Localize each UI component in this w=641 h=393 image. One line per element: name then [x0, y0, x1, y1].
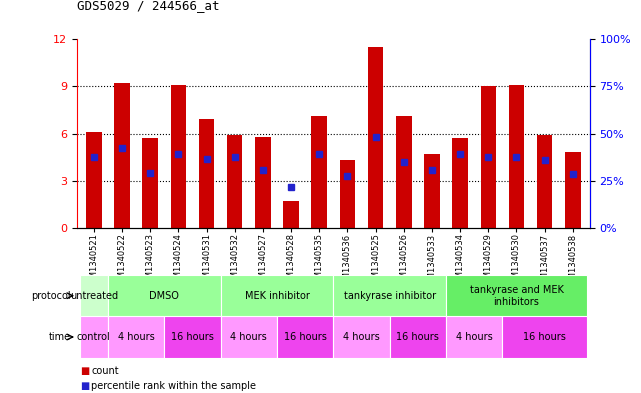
Bar	[199, 119, 214, 228]
Bar	[390, 316, 446, 358]
Bar	[333, 275, 446, 316]
Text: DMSO: DMSO	[149, 291, 179, 301]
Text: 16 hours: 16 hours	[396, 332, 439, 342]
Text: 4 hours: 4 hours	[456, 332, 492, 342]
Text: 16 hours: 16 hours	[171, 332, 214, 342]
Bar	[446, 316, 503, 358]
Bar	[221, 275, 333, 316]
Bar	[86, 132, 101, 228]
Bar	[221, 316, 277, 358]
Bar	[333, 316, 390, 358]
Bar	[227, 135, 242, 228]
Bar	[164, 316, 221, 358]
Text: tankyrase and MEK
inhibitors: tankyrase and MEK inhibitors	[469, 285, 563, 307]
Bar	[509, 85, 524, 228]
Text: protocol: protocol	[31, 291, 71, 301]
Text: ■: ■	[80, 381, 89, 391]
Bar	[565, 152, 581, 228]
Bar	[277, 316, 333, 358]
Bar	[453, 138, 468, 228]
Bar	[368, 47, 383, 228]
Bar	[79, 275, 108, 316]
Text: percentile rank within the sample: percentile rank within the sample	[91, 381, 256, 391]
Text: ■: ■	[80, 366, 89, 376]
Bar	[503, 316, 587, 358]
Text: 16 hours: 16 hours	[284, 332, 326, 342]
Bar	[114, 83, 129, 228]
Bar	[424, 154, 440, 228]
Text: GDS5029 / 244566_at: GDS5029 / 244566_at	[77, 0, 219, 12]
Bar	[481, 86, 496, 228]
Text: time: time	[48, 332, 71, 342]
Bar	[283, 201, 299, 228]
Text: count: count	[91, 366, 119, 376]
Bar	[396, 116, 412, 228]
Text: 4 hours: 4 hours	[343, 332, 380, 342]
Bar	[537, 135, 553, 228]
Text: tankyrase inhibitor: tankyrase inhibitor	[344, 291, 436, 301]
Text: 4 hours: 4 hours	[230, 332, 267, 342]
Text: untreated: untreated	[70, 291, 118, 301]
Bar	[79, 316, 108, 358]
Bar	[108, 275, 221, 316]
Bar	[171, 85, 186, 228]
Bar	[446, 275, 587, 316]
Text: MEK inhibitor: MEK inhibitor	[244, 291, 310, 301]
Bar	[142, 138, 158, 228]
Bar	[312, 116, 327, 228]
Text: 4 hours: 4 hours	[118, 332, 154, 342]
Bar	[108, 316, 164, 358]
Bar	[340, 160, 355, 228]
Text: control: control	[77, 332, 111, 342]
Text: 16 hours: 16 hours	[523, 332, 566, 342]
Bar	[255, 137, 271, 228]
